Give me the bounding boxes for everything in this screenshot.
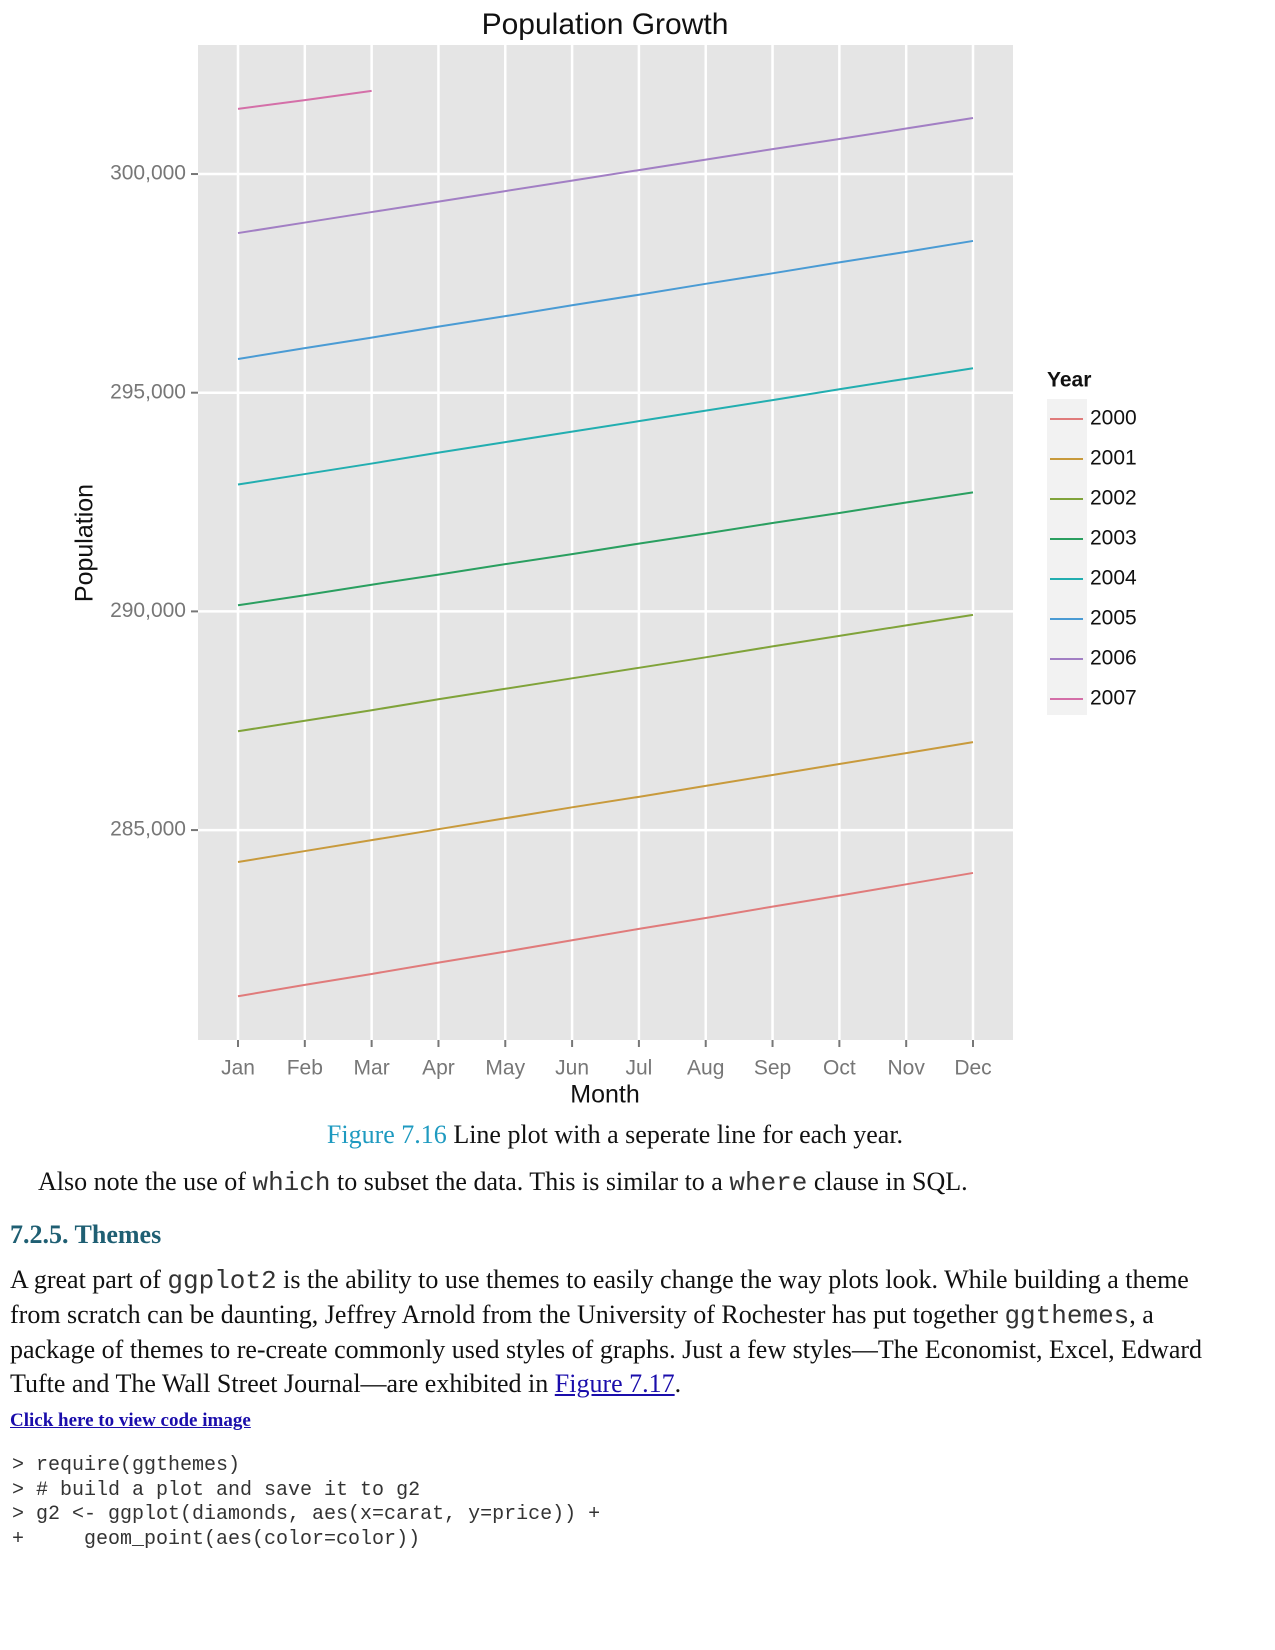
x-tick-label: Jun bbox=[555, 1057, 589, 1080]
text: is the ability to use themes to easily c… bbox=[10, 1265, 1189, 1329]
code-inline: which bbox=[252, 1168, 331, 1198]
code-block: > require(ggthemes) > # build a plot and … bbox=[12, 1454, 600, 1552]
x-axis-label: Month bbox=[570, 1081, 639, 1109]
panel bbox=[198, 45, 1013, 1040]
caption-label: Figure 7.16 bbox=[326, 1120, 447, 1149]
x-tick-label: Dec bbox=[954, 1057, 991, 1080]
series-line bbox=[237, 239, 974, 361]
legend-title: Year bbox=[1047, 369, 1091, 392]
legend-label: 2007 bbox=[1090, 687, 1137, 710]
x-tick-label: Sep bbox=[754, 1057, 791, 1080]
x-tick-label: Jan bbox=[221, 1057, 255, 1080]
caption: Figure 7.16 Line plot with a seperate li… bbox=[10, 1118, 1220, 1152]
x-tick-label: Mar bbox=[354, 1057, 390, 1080]
series-line bbox=[237, 613, 974, 733]
series-line bbox=[237, 89, 372, 110]
x-tick-label: May bbox=[485, 1057, 525, 1080]
text: clause in SQL. bbox=[813, 1167, 968, 1196]
chart: Population Growth Month Population Year … bbox=[71, 8, 1137, 1109]
series-line bbox=[237, 741, 974, 863]
paragraph: A great part of ggplot2 is the ability t… bbox=[10, 1263, 1205, 1401]
y-tick-label: 295,000 bbox=[110, 380, 186, 403]
legend-label: 2001 bbox=[1090, 447, 1137, 470]
text: . bbox=[674, 1369, 682, 1398]
series-line bbox=[237, 491, 974, 607]
y-tick-label: 285,000 bbox=[110, 818, 186, 841]
x-tick-label: Oct bbox=[823, 1057, 856, 1080]
code-line: > g2 <- ggplot(diamonds, aes(x=carat, y=… bbox=[12, 1503, 601, 1526]
figure-link[interactable]: Figure 7.17 bbox=[554, 1369, 675, 1398]
legend-label: 2004 bbox=[1090, 567, 1137, 590]
legend-label: 2006 bbox=[1090, 647, 1137, 670]
y-tick-label: 300,000 bbox=[110, 162, 186, 185]
code-line: + geom_point(aes(color=color)) bbox=[12, 1527, 421, 1551]
code-link[interactable]: Click here to view code image bbox=[10, 1410, 251, 1431]
x-tick-label: Nov bbox=[888, 1057, 926, 1080]
text: A great part of bbox=[10, 1265, 161, 1294]
y-tick-label: 290,000 bbox=[110, 599, 186, 622]
x-tick-label: Jul bbox=[625, 1057, 652, 1080]
series-line bbox=[237, 117, 974, 235]
legend-keys bbox=[1047, 399, 1087, 715]
text: to subset the data. This is similar to a bbox=[336, 1167, 723, 1196]
series-line bbox=[237, 367, 974, 486]
text: Also note the use of bbox=[38, 1167, 246, 1196]
text: , a package of themes to re-create commo… bbox=[10, 1300, 1203, 1398]
legend-label: 2002 bbox=[1090, 487, 1137, 510]
code-inline: ggplot2 bbox=[167, 1266, 277, 1296]
chart-title: Population Growth bbox=[482, 8, 729, 41]
code-inline: where bbox=[729, 1168, 808, 1198]
code-line: > # build a plot and save it to g2 bbox=[12, 1478, 421, 1502]
legend-label: 2000 bbox=[1090, 407, 1137, 430]
y-axis-label: Population bbox=[71, 484, 99, 602]
series-line bbox=[237, 871, 974, 998]
note: Also note the use of which to subset the… bbox=[38, 1165, 1238, 1200]
code-line: > require(ggthemes) bbox=[12, 1454, 241, 1477]
legend-label: 2005 bbox=[1090, 607, 1137, 630]
code-inline: ggthemes bbox=[1004, 1301, 1130, 1331]
caption-text: Line plot with a seperate line for each … bbox=[453, 1120, 904, 1149]
x-tick-label: Apr bbox=[422, 1057, 455, 1080]
heading: 7.2.5. Themes bbox=[10, 1220, 162, 1249]
x-tick-label: Feb bbox=[287, 1057, 323, 1080]
legend-label: 2003 bbox=[1090, 527, 1137, 550]
x-tick-label: Aug bbox=[687, 1057, 724, 1080]
